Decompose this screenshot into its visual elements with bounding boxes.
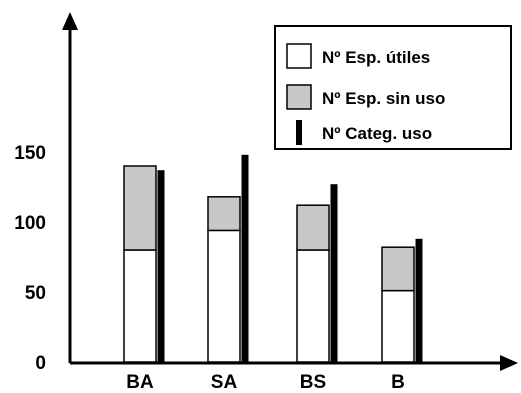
y-tick-label: 150 xyxy=(14,143,46,164)
y-ticks: 0 50 100 150 xyxy=(14,143,46,374)
x-axis-arrow xyxy=(500,355,518,371)
legend: Nº Esp. útiles Nº Esp. sin uso Nº Categ.… xyxy=(274,25,512,150)
y-tick-label: 0 xyxy=(35,353,46,374)
legend-swatch-categ xyxy=(296,120,302,145)
bar-categ-sa xyxy=(241,154,249,362)
bar-categ-ba xyxy=(157,170,165,362)
bar-sin-uso-ba xyxy=(123,165,157,251)
bar-sin-uso-b xyxy=(381,246,415,292)
bar-utiles-sa xyxy=(207,229,241,363)
legend-swatch-utiles xyxy=(286,43,312,69)
bar-utiles-ba xyxy=(123,249,157,363)
bars xyxy=(123,154,423,363)
legend-swatch-sin-uso xyxy=(286,84,312,110)
bar-sin-uso-bs xyxy=(296,204,330,251)
legend-box xyxy=(274,25,512,150)
x-tick-label: SA xyxy=(211,372,238,393)
legend-label-categ: Nº Categ. uso xyxy=(322,124,432,143)
legend-label-utiles: Nº Esp. útiles xyxy=(322,48,430,67)
bar-utiles-b xyxy=(381,289,415,363)
y-axis-arrow xyxy=(62,12,78,30)
y-tick-label: 50 xyxy=(25,283,46,304)
y-tick-label: 100 xyxy=(14,213,46,234)
x-tick-label: BA xyxy=(126,372,154,393)
bar-categ-bs xyxy=(330,184,338,362)
bar-sin-uso-sa xyxy=(207,196,241,232)
x-tick-label: BS xyxy=(300,372,326,393)
bar-categ-b xyxy=(415,238,423,362)
x-labels: BA SA BS B xyxy=(126,372,405,393)
x-tick-label: B xyxy=(391,372,405,393)
bar-utiles-bs xyxy=(296,249,330,363)
legend-label-sin-uso: Nº Esp. sin uso xyxy=(322,89,445,108)
axes xyxy=(62,12,518,371)
